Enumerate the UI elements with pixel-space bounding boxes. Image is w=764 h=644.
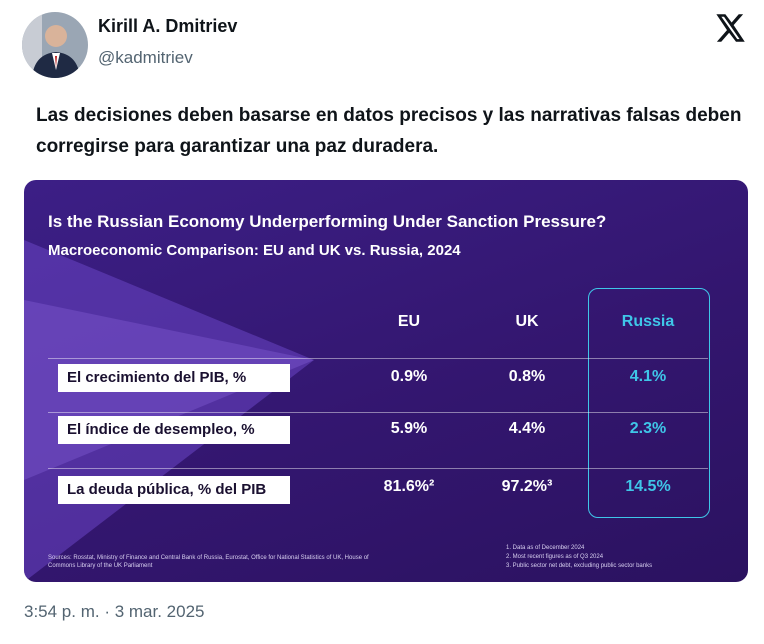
note: 1. Data as of December 2024 — [506, 545, 585, 551]
notes: 1. Data as of December 2024 2. Most rece… — [506, 544, 652, 571]
column-header: Russia — [621, 313, 675, 330]
cell: 0.8% — [508, 368, 546, 385]
x-logo[interactable] — [716, 14, 746, 42]
author-name[interactable]: Kirill A. Dmitriev — [98, 16, 238, 36]
row-divider — [48, 468, 708, 469]
card-title: Is the Russian Economy Underperforming U… — [48, 212, 607, 231]
note: 3. Public sector net debt, excluding pub… — [506, 563, 653, 569]
highlight-box — [588, 288, 710, 518]
row-label: El índice de desempleo, % — [58, 416, 290, 444]
cell: 14.5% — [625, 478, 671, 495]
tweet-text: Las decisiones deben basarse en datos pr… — [36, 105, 742, 157]
author-handle[interactable]: @kadmitriev — [98, 48, 193, 67]
row-label: El crecimiento del PIB, % — [58, 364, 290, 392]
cell: 4.4% — [508, 420, 546, 437]
avatar[interactable] — [22, 12, 88, 78]
row-divider — [48, 412, 708, 413]
row-label: La deuda pública, % del PIB — [58, 476, 290, 504]
cell: 4.1% — [629, 368, 667, 385]
cell: 2.3% — [629, 420, 667, 437]
column-header: EU — [397, 313, 421, 330]
infographic[interactable]: Is the Russian Economy Underperforming U… — [24, 180, 748, 582]
cell: 0.9% — [390, 368, 428, 385]
note: 2. Most recent figures as of Q3 2024 — [506, 554, 604, 560]
card-subtitle: Macroeconomic Comparison: EU and UK vs. … — [48, 242, 461, 259]
timestamp[interactable]: 3:54 p. m. · 3 mar. 2025 — [24, 602, 205, 621]
column-header: UK — [515, 313, 539, 330]
row-divider — [48, 358, 708, 359]
cell: 97.2%³ — [501, 478, 553, 495]
cell: 81.6%² — [383, 478, 435, 495]
cell: 5.9% — [390, 420, 428, 437]
sources: Sources: Rosstat, Ministry of Finance an… — [48, 555, 369, 569]
